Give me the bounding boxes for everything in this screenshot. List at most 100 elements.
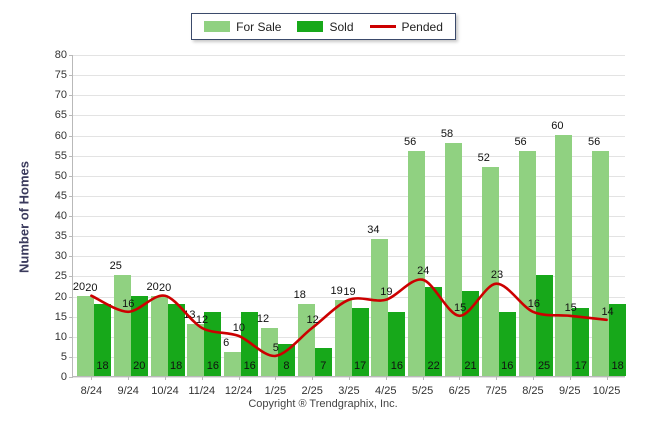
gridline (73, 55, 625, 56)
y-tick-mark (69, 336, 73, 338)
x-axis-tick-label: 3/25 (338, 385, 360, 397)
bar-label-sold: 16 (243, 360, 256, 372)
y-tick-mark (69, 276, 73, 278)
for-sale-swatch-icon (204, 21, 231, 32)
y-axis-tick-label: 80 (54, 49, 67, 61)
gridline (73, 155, 625, 157)
bar-for-sale[interactable] (150, 295, 168, 376)
bar-for-sale[interactable] (444, 142, 462, 376)
pended-value-label: 15 (453, 301, 467, 314)
bar-label-for-sale: 34 (367, 224, 380, 237)
bar-label-for-sale: 20 (72, 280, 86, 293)
y-tick-mark (69, 236, 73, 238)
x-axis-tick-label: 8/25 (522, 385, 544, 397)
y-axis-tick-label: 15 (54, 310, 67, 323)
x-axis-tick-label: 2/25 (301, 385, 323, 397)
y-axis-tick-label: 55 (54, 149, 67, 162)
bar-sold[interactable] (609, 303, 627, 376)
bar-label-for-sale: 18 (293, 288, 306, 301)
bar-label-sold: 25 (537, 360, 551, 372)
bar-group[interactable]: 25 20 9/24 (110, 55, 148, 397)
gridline (73, 175, 625, 177)
legend-item-for-sale: For Sale (204, 21, 281, 33)
y-tick-mark (69, 95, 73, 97)
y-axis-tick-label: 45 (54, 189, 67, 202)
bar-label-for-sale: 56 (404, 135, 417, 148)
pended-value-label: 23 (490, 269, 504, 282)
bar-label-sold: 16 (206, 360, 220, 372)
bar-for-sale[interactable] (518, 150, 536, 376)
gridline (73, 195, 625, 197)
pended-value-label: 19 (343, 285, 356, 298)
bar-label-for-sale: 25 (109, 260, 122, 273)
bar-label-for-sale: 58 (440, 127, 454, 140)
x-axis-tick-label: 10/24 (151, 385, 179, 397)
y-axis-tick-label: 30 (54, 250, 67, 263)
y-axis-tick-label: 10 (54, 330, 67, 343)
bar-label-sold: 8 (283, 360, 290, 372)
y-axis-tick-label: 20 (54, 290, 67, 303)
x-axis-tick-label: 9/24 (117, 385, 139, 397)
x-tick-mark (459, 376, 461, 380)
pended-value-label: 5 (272, 341, 279, 354)
bar-label-sold: 16 (501, 360, 514, 372)
bar-group[interactable]: 58 21 6/25 (441, 55, 479, 397)
y-axis-tick-label: 60 (54, 129, 67, 142)
bar-label-for-sale: 12 (256, 312, 270, 325)
bar-group[interactable]: 56 18 10/25 (588, 55, 627, 397)
bar-group[interactable]: 13 16 11/24 (183, 55, 222, 397)
x-tick-mark (569, 376, 571, 380)
bar-group[interactable]: 12 8 1/25 (257, 55, 295, 397)
bar-group[interactable]: 18 7 2/25 (294, 55, 332, 397)
chart-legend: For Sale Sold Pended (191, 13, 456, 40)
y-tick-mark (69, 175, 73, 177)
x-tick-mark (496, 376, 498, 380)
pended-value-label: 24 (417, 265, 430, 278)
bar-group[interactable]: 20 18 10/24 (146, 55, 185, 397)
bar-for-sale[interactable] (408, 150, 426, 376)
legend-item-pended: Pended (369, 21, 443, 33)
gridline (73, 75, 625, 77)
bar-for-sale[interactable] (334, 299, 352, 376)
x-axis-tick-label: 11/24 (188, 385, 216, 397)
bar-for-sale[interactable] (555, 134, 573, 376)
bar-label-sold: 7 (320, 360, 327, 372)
pended-value-label: 10 (232, 321, 246, 334)
y-tick-mark (69, 55, 73, 56)
bar-group[interactable]: 52 16 7/25 (478, 55, 516, 397)
x-tick-mark (312, 376, 314, 380)
gridline (73, 135, 625, 137)
y-tick-mark (69, 75, 73, 77)
bar-for-sale[interactable] (592, 150, 610, 376)
bar-for-sale[interactable] (371, 239, 389, 376)
y-axis-tick-label: 50 (54, 169, 67, 182)
x-tick-mark (238, 376, 240, 380)
y-axis-tick-label: 35 (54, 230, 67, 243)
bar-for-sale[interactable] (224, 351, 242, 376)
pended-value-label: 12 (195, 313, 209, 326)
gridline (73, 256, 625, 258)
bar-group[interactable]: 20 18 8/24 (73, 55, 111, 397)
y-axis-tick-label: 25 (54, 270, 67, 283)
x-axis-tick-label: 9/25 (559, 385, 581, 397)
bar-for-sale[interactable] (113, 275, 131, 376)
x-axis-tick-label: 12/24 (224, 385, 253, 397)
gridline (73, 216, 625, 217)
bar-group[interactable]: 34 16 4/25 (367, 55, 406, 397)
bar-for-sale[interactable] (187, 323, 205, 376)
sold-swatch-icon (297, 21, 324, 32)
bar-group[interactable]: 56 22 5/25 (404, 55, 443, 397)
bar-label-for-sale: 6 (223, 336, 230, 349)
y-tick-mark (69, 316, 73, 318)
bar-group[interactable]: 19 17 3/25 (330, 55, 369, 397)
y-axis-tick-label: 70 (54, 89, 67, 102)
y-tick-mark (69, 155, 73, 157)
bar-label-sold: 18 (96, 360, 109, 372)
x-axis-tick-label: 4/25 (375, 385, 397, 397)
bar-group[interactable]: 56 25 8/25 (514, 55, 553, 397)
gridline (73, 95, 625, 97)
bar-group[interactable]: 60 17 9/25 (551, 55, 590, 397)
y-tick-mark (69, 356, 73, 358)
bar-for-sale[interactable] (77, 295, 94, 376)
y-axis-tick-label: 75 (54, 69, 67, 82)
